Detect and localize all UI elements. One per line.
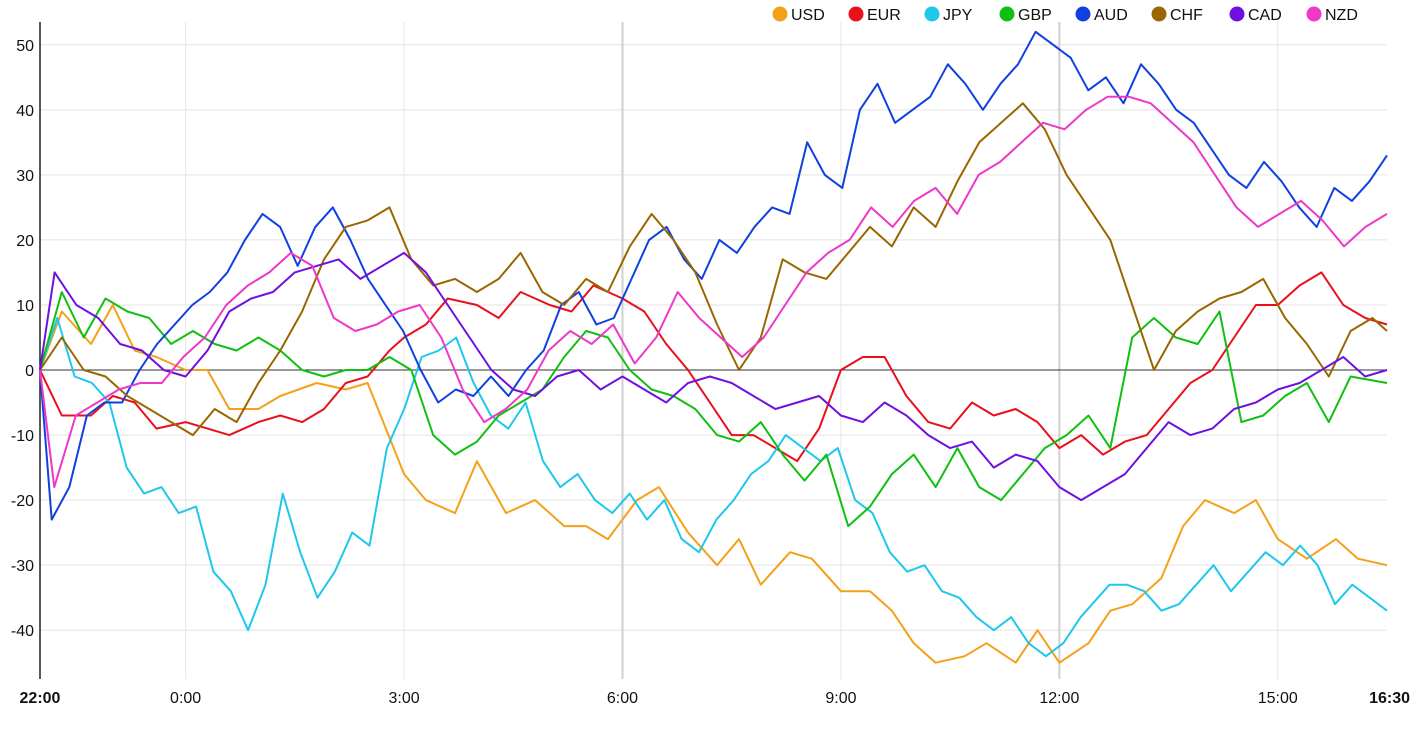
x-tick-label: 22:00 [20, 690, 61, 707]
legend-label-chf[interactable]: CHF [1170, 7, 1203, 24]
legend-marker-nzd [1306, 6, 1322, 22]
y-tick-label: -20 [11, 493, 34, 510]
y-tick-label: -30 [11, 558, 34, 575]
x-tick-label: 16:30 [1369, 690, 1410, 707]
series-line-eur [39, 271, 1388, 463]
grid [40, 22, 1387, 679]
legend-marker-gbp [999, 6, 1015, 22]
y-tick-label: 10 [16, 298, 34, 315]
x-tick-label: 12:00 [1039, 690, 1079, 707]
x-tick-label: 6:00 [607, 690, 638, 707]
legend-label-gbp[interactable]: GBP [1018, 7, 1052, 24]
legend-marker-jpy [924, 6, 940, 22]
y-tick-label: 20 [16, 233, 34, 250]
axes: -40 -30 -20 -10 0 10 20 30 40 50 22:00 0:00 3:00 6:00… [11, 22, 1410, 707]
legend-marker-cad [1229, 6, 1245, 22]
y-tick-label: -10 [11, 428, 34, 445]
legend-label-usd[interactable]: USD [791, 7, 825, 24]
x-tick-label: 0:00 [170, 690, 201, 707]
legend-label-jpy[interactable]: JPY [943, 7, 973, 24]
legend-marker-eur [848, 6, 864, 22]
legend-label-nzd[interactable]: NZD [1325, 7, 1358, 24]
legend-marker-chf [1151, 6, 1167, 22]
series-line-gbp [39, 291, 1388, 528]
legend-marker-usd [772, 6, 788, 22]
x-tick-label: 9:00 [825, 690, 856, 707]
y-tick-label: 40 [16, 103, 34, 120]
x-tick-label: 3:00 [388, 690, 419, 707]
legend: USD EUR JPY GBP AUD CHF CAD NZD [772, 6, 1358, 24]
legend-label-cad[interactable]: CAD [1248, 7, 1282, 24]
series-line-aud [39, 30, 1388, 521]
legend-marker-aud [1075, 6, 1091, 22]
series-line-usd [39, 304, 1388, 664]
legend-label-eur[interactable]: EUR [867, 7, 901, 24]
series-line-chf [39, 102, 1388, 437]
y-tick-label: 30 [16, 168, 34, 185]
series-lines [39, 30, 1388, 664]
y-tick-label: 0 [25, 363, 34, 380]
x-tick-label: 15:00 [1258, 690, 1298, 707]
series-line-cad [39, 251, 1388, 502]
legend-label-aud[interactable]: AUD [1094, 7, 1128, 24]
series-line-jpy [39, 317, 1388, 658]
series-line-nzd [39, 95, 1388, 489]
y-tick-label: 50 [16, 38, 34, 55]
y-tick-label: -40 [11, 623, 34, 640]
